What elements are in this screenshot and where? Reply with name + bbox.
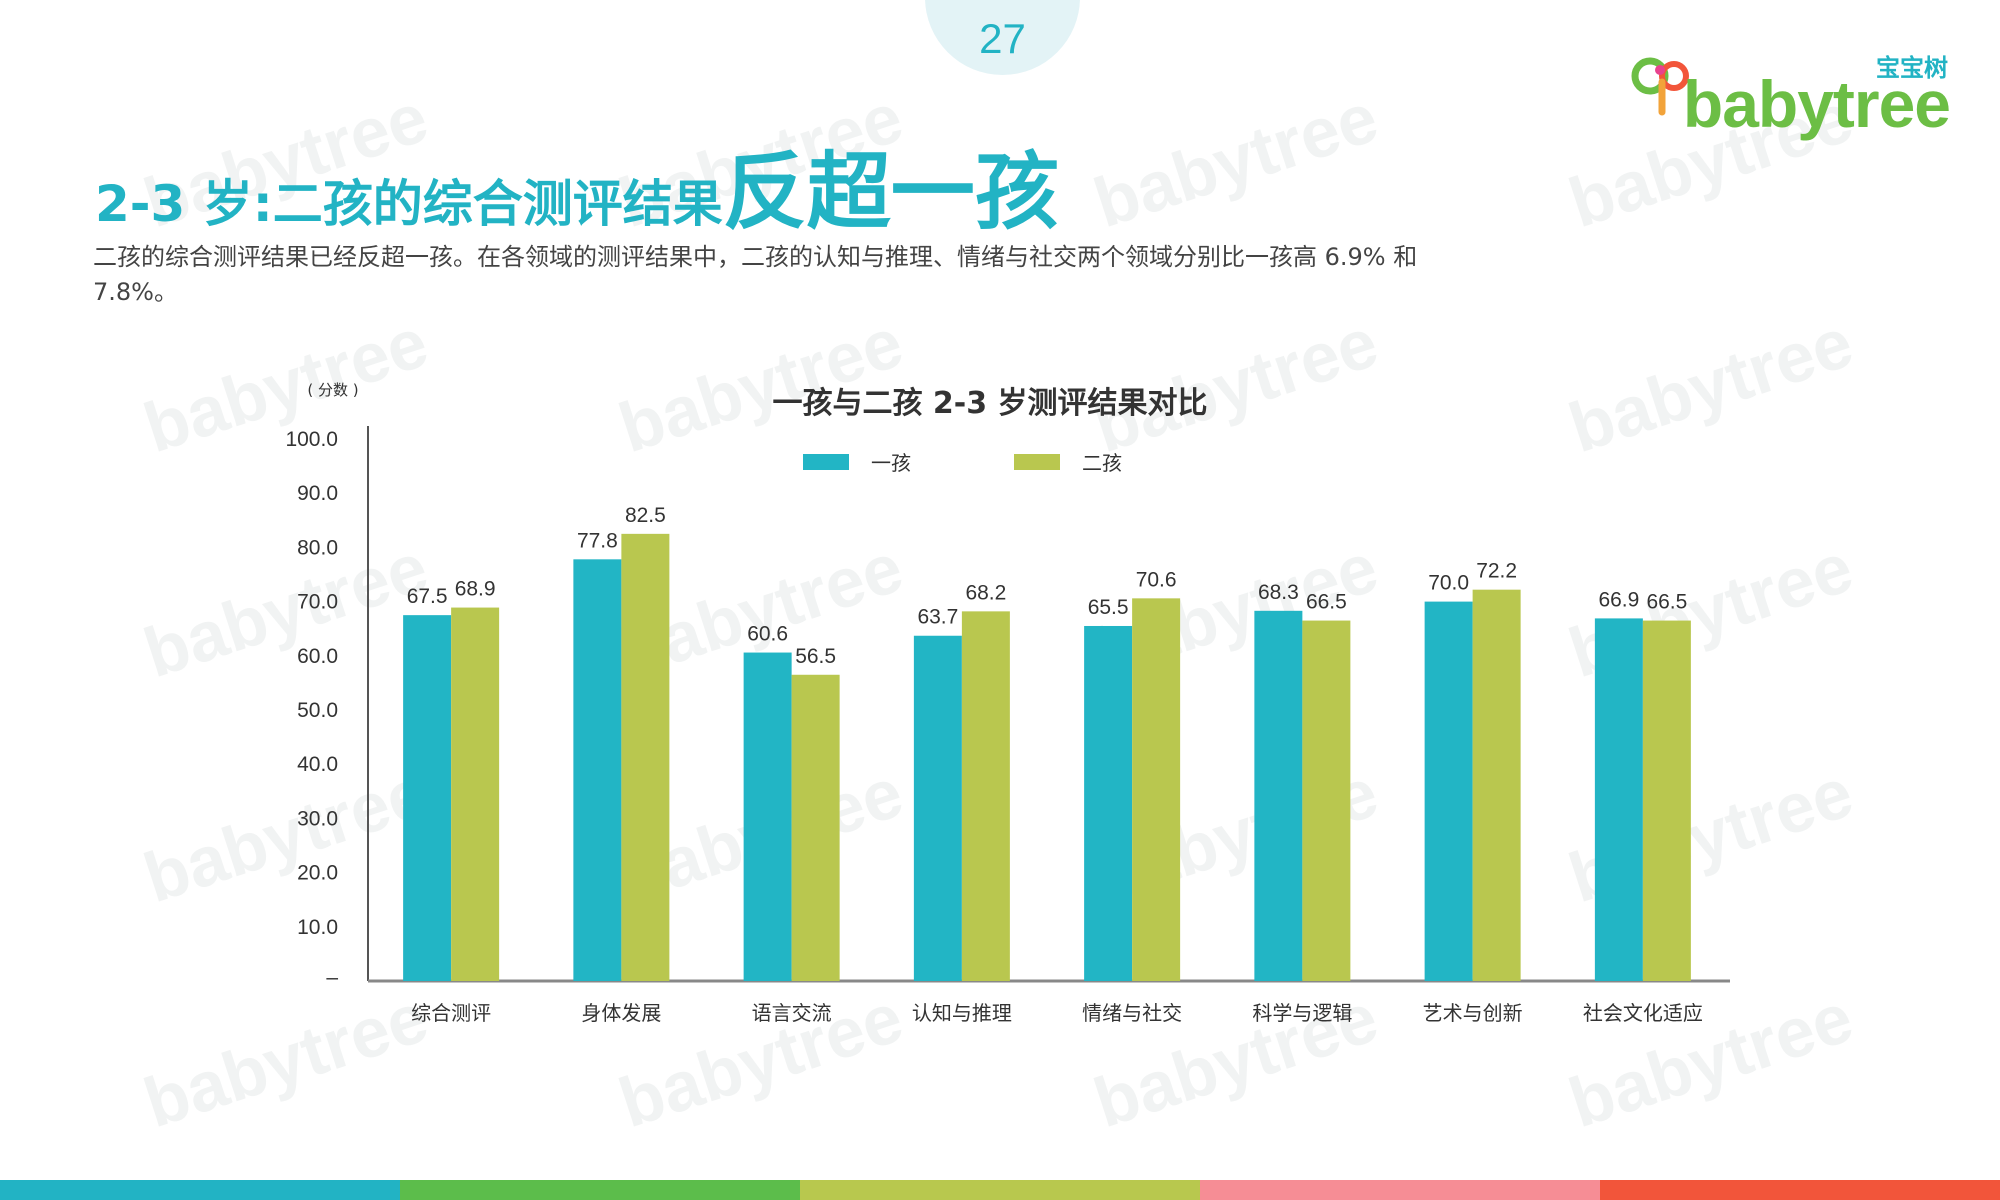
y-tick-label: 60.0	[297, 645, 338, 668]
bottom-bar-segment	[0, 1180, 400, 1200]
bar-first-child	[1594, 618, 1643, 981]
title-prefix: 2-3 岁:二孩的综合测评结果	[95, 175, 723, 233]
bar-second-child	[1132, 598, 1181, 981]
babytree-logo: 宝宝树 babytree	[1630, 48, 1951, 141]
legend-label: 一孩	[871, 451, 911, 475]
bottom-bar-segment	[400, 1180, 800, 1200]
y-tick-label: 30.0	[297, 807, 338, 830]
bar-second-child	[961, 611, 1010, 981]
x-category-label: 情绪与社交	[1082, 1001, 1182, 1025]
data-label: 68.3	[1258, 581, 1299, 604]
bar-second-child	[1302, 620, 1351, 981]
y-tick-label: 50.0	[297, 699, 338, 722]
bar-first-child	[1084, 625, 1133, 981]
data-label: 67.5	[407, 585, 448, 608]
title-emphasis: 反超一孩	[722, 143, 1059, 241]
data-label: 66.9	[1598, 588, 1639, 611]
bar-second-child	[621, 533, 670, 981]
bottom-bar-segment	[1200, 1180, 1600, 1200]
x-category-label: 社会文化适应	[1583, 1001, 1703, 1025]
data-label: 56.5	[795, 645, 836, 668]
bar-first-child	[1424, 601, 1473, 981]
bar-first-child	[1254, 610, 1303, 981]
x-category-label: 认知与推理	[912, 1001, 1012, 1025]
logo-chinese-text: 宝宝树	[1876, 54, 1948, 82]
data-label: 65.5	[1088, 596, 1129, 619]
bar-second-child	[1642, 620, 1691, 981]
x-category-label: 艺术与创新	[1423, 1001, 1523, 1025]
y-tick-label: 80.0	[297, 536, 338, 559]
y-tick-label: –	[326, 966, 338, 989]
x-category-label: 科学与逻辑	[1252, 1001, 1352, 1025]
legend-swatch	[1014, 454, 1060, 470]
page-description: 二孩的综合测评结果已经反超一孩。在各领域的测评结果中，二孩的认知与推理、情绪与社…	[93, 243, 1418, 306]
data-label: 77.8	[577, 529, 618, 552]
legend-label: 二孩	[1082, 451, 1122, 475]
bottom-bar-segment	[800, 1180, 1200, 1200]
bar-second-child	[791, 674, 840, 981]
y-tick-label: 90.0	[297, 482, 338, 505]
data-label: 82.5	[625, 504, 666, 527]
legend-swatch	[803, 454, 849, 470]
data-label: 60.6	[747, 623, 788, 646]
bar-first-child	[573, 559, 622, 981]
data-label: 68.2	[965, 581, 1006, 604]
chart-title: 一孩与二孩 2-3 岁测评结果对比	[772, 386, 1207, 421]
bottom-color-bar	[0, 1180, 2000, 1200]
bar-first-child	[913, 635, 962, 981]
data-label: 70.0	[1428, 572, 1469, 595]
x-category-label: 身体发展	[581, 1001, 661, 1025]
x-category-label: 综合测评	[411, 1001, 491, 1025]
data-label: 66.5	[1646, 591, 1687, 614]
data-label: 72.2	[1476, 560, 1517, 583]
y-tick-label: 100.0	[285, 428, 338, 451]
y-tick-label: 40.0	[297, 753, 338, 776]
bar-second-child	[451, 607, 500, 981]
data-label: 70.6	[1136, 568, 1177, 591]
y-axis-label: ( 分数 )	[307, 381, 358, 399]
page-title: 2-3 岁:二孩的综合测评结果反超一孩	[95, 125, 1059, 246]
data-label: 63.7	[917, 606, 958, 629]
bottom-bar-segment	[1600, 1180, 2000, 1200]
bar-second-child	[1472, 589, 1521, 981]
x-category-label: 语言交流	[752, 1001, 832, 1025]
data-label: 66.5	[1306, 591, 1347, 614]
page-number: 27	[979, 15, 1026, 62]
bar-first-child	[403, 615, 452, 981]
y-tick-label: 70.0	[297, 591, 338, 614]
bar-first-child	[743, 652, 792, 981]
y-tick-label: 10.0	[297, 916, 338, 939]
y-tick-label: 20.0	[297, 862, 338, 885]
logo-english-text: babytree	[1682, 67, 1951, 141]
data-label: 68.9	[455, 578, 496, 601]
tree-logo-icon	[1631, 57, 1689, 116]
